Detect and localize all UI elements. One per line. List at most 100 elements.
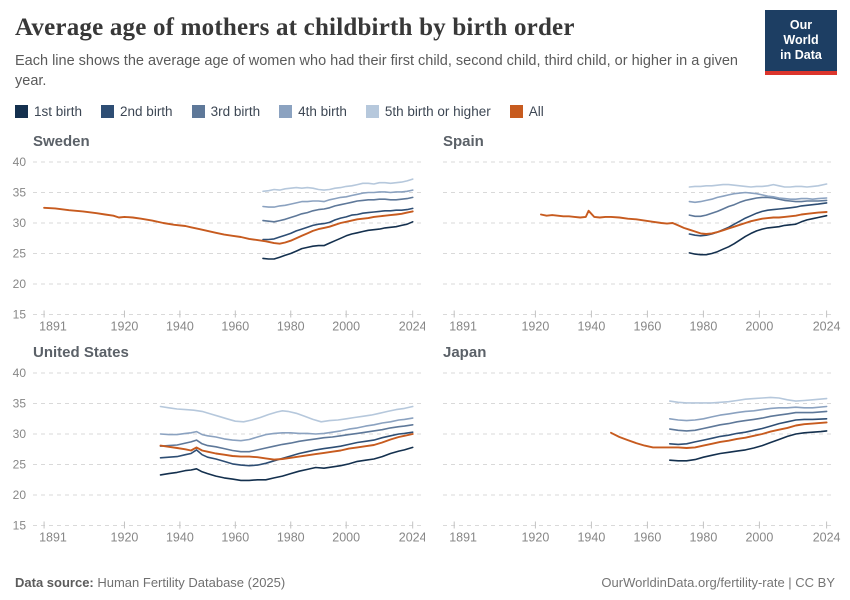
legend-swatch-3rd-birth bbox=[191, 105, 205, 118]
x-axis-label: 1940 bbox=[166, 320, 194, 334]
y-axis-label: 30 bbox=[13, 427, 27, 441]
chart-header: Average age of mothers at childbirth by … bbox=[0, 0, 850, 91]
x-axis-label: 1960 bbox=[633, 320, 661, 334]
x-axis-label: 1920 bbox=[521, 320, 549, 334]
series-line-all bbox=[610, 421, 828, 449]
legend-swatch-5th-birth-or-higher bbox=[365, 105, 379, 118]
credit-link[interactable]: OurWorldinData.org/fertility-rate | CC B… bbox=[601, 575, 835, 590]
x-axis-label: 1960 bbox=[633, 531, 661, 545]
gridlines: 40 35 30 25 20 15 bbox=[13, 155, 421, 322]
data-source-value: Human Fertility Database (2025) bbox=[93, 575, 286, 590]
y-axis-label: 40 bbox=[13, 155, 27, 169]
gridlines bbox=[443, 372, 835, 526]
y-axis-label: 25 bbox=[13, 458, 27, 472]
x-axis-label: 2024 bbox=[399, 320, 425, 334]
legend-item-1st-birth: 1st birth bbox=[15, 104, 82, 119]
series-line-all bbox=[43, 206, 414, 245]
series-line-1st-birth bbox=[688, 214, 828, 256]
legend-item-4th-birth: 4th birth bbox=[279, 104, 347, 119]
x-axis-label: 1891 bbox=[39, 320, 67, 334]
chart-panel-united-states: United States 40 35 30 25 20 15 1891 1920 1940 19… bbox=[0, 336, 425, 547]
data-source-label: Data source: bbox=[15, 575, 94, 590]
x-axis-label: 1980 bbox=[277, 320, 305, 334]
series-line-3rd-birth bbox=[688, 196, 828, 218]
y-axis-label: 15 bbox=[13, 519, 27, 533]
panel-title-united-states: United States bbox=[33, 344, 129, 361]
x-axis-label: 1960 bbox=[221, 320, 249, 334]
legend-swatch-2nd-birth bbox=[101, 105, 115, 118]
owid-logo-line1: Our World bbox=[783, 18, 819, 47]
legend: 1st birth 2nd birth 3rd birth 4th birth 5th … bbox=[15, 104, 835, 119]
chart-svg-united-states: 40 35 30 25 20 15 1891 1920 1940 1960 1980 2000 2024 bbox=[13, 366, 425, 545]
legend-item-3rd-birth: 3rd birth bbox=[191, 104, 261, 119]
x-axis: 1891 1920 1940 1960 1980 2000 2024 bbox=[39, 521, 425, 545]
series-line-1st-birth bbox=[262, 221, 414, 260]
chart-panel-sweden: Sweden 40 35 30 25 20 15 1891 1920 1940 1960 1980 2… bbox=[0, 125, 425, 336]
series-line-1st-birth bbox=[669, 430, 828, 462]
legend-swatch-1st-birth bbox=[15, 105, 28, 118]
y-axis-label: 30 bbox=[13, 216, 27, 230]
x-axis-label: 1891 bbox=[449, 531, 477, 545]
series-line-2nd-birth bbox=[669, 417, 828, 446]
chart-svg-japan: 1891 1920 1940 1960 1980 2000 2024 bbox=[443, 372, 841, 545]
series-line-4th-birth bbox=[159, 417, 414, 442]
x-axis-label: 1940 bbox=[577, 320, 605, 334]
y-axis-label: 40 bbox=[13, 366, 27, 380]
data-source: Data source: Human Fertility Database (2… bbox=[15, 575, 285, 590]
legend-label: 1st birth bbox=[34, 104, 83, 119]
series-line-5th-birth-or-higher bbox=[262, 178, 414, 193]
series-line-1st-birth bbox=[159, 446, 414, 482]
y-axis-label: 20 bbox=[13, 488, 27, 502]
chart-footer: Data source: Human Fertility Database (2… bbox=[0, 575, 850, 590]
legend-label: 4th birth bbox=[298, 104, 347, 119]
x-axis-label: 2000 bbox=[745, 531, 773, 545]
chart-subtitle: Each line shows the average age of women… bbox=[15, 53, 738, 89]
series-line-3rd-birth bbox=[262, 196, 414, 223]
x-axis: 1891 1920 1940 1960 1980 2000 2024 bbox=[449, 521, 841, 545]
gridlines: 40 35 30 25 20 15 bbox=[13, 366, 421, 533]
legend-item-5th-birth-or-higher: 5th birth or higher bbox=[365, 104, 491, 119]
x-axis-label: 1980 bbox=[689, 320, 717, 334]
legend-label: 3rd birth bbox=[210, 104, 261, 119]
chart-panel-spain: Spain 1891 1920 1940 1960 1980 2000 2024 bbox=[425, 125, 850, 336]
x-axis-label: 1920 bbox=[111, 320, 139, 334]
owid-logo[interactable]: Our World in Data bbox=[765, 10, 837, 75]
legend-label: 5th birth or higher bbox=[384, 104, 491, 119]
legend-swatch-all bbox=[509, 105, 523, 118]
x-axis-label: 1980 bbox=[689, 531, 717, 545]
legend-item-all: All bbox=[509, 104, 544, 119]
y-axis-label: 35 bbox=[13, 397, 27, 411]
series-line-4th-birth bbox=[669, 405, 828, 422]
chart-svg-spain: 1891 1920 1940 1960 1980 2000 2024 bbox=[443, 161, 841, 334]
panel-title-japan: Japan bbox=[443, 344, 487, 361]
x-axis-label: 2000 bbox=[332, 531, 360, 545]
panel-title-spain: Spain bbox=[443, 133, 484, 150]
y-axis-label: 25 bbox=[13, 247, 27, 261]
x-axis-label: 1891 bbox=[39, 531, 67, 545]
page-title: Average age of mothers at childbirth by … bbox=[15, 14, 575, 41]
panel-title-sweden: Sweden bbox=[33, 133, 90, 150]
gridlines bbox=[443, 161, 835, 315]
x-axis: 1891 1920 1940 1960 1980 2000 2024 bbox=[39, 310, 425, 334]
x-axis-label: 1920 bbox=[111, 531, 139, 545]
x-axis-label: 2024 bbox=[399, 531, 425, 545]
series-line-2nd-birth bbox=[262, 207, 414, 241]
y-axis-label: 20 bbox=[13, 277, 27, 291]
series-line-5th-birth-or-higher bbox=[669, 396, 828, 404]
charts-grid: Sweden 40 35 30 25 20 15 1891 1920 1940 1960 1980 2… bbox=[0, 125, 850, 547]
legend-item-2nd-birth: 2nd birth bbox=[101, 104, 173, 119]
x-axis-label: 1960 bbox=[221, 531, 249, 545]
x-axis-label: 1891 bbox=[449, 320, 477, 334]
series-line-5th-birth-or-higher bbox=[688, 183, 828, 188]
legend-label: All bbox=[528, 104, 544, 119]
series-line-3rd-birth bbox=[159, 423, 414, 453]
x-axis-label: 2000 bbox=[332, 320, 360, 334]
x-axis-label: 1980 bbox=[277, 531, 305, 545]
owid-logo-line2: in Data bbox=[780, 48, 822, 62]
y-axis-label: 15 bbox=[13, 308, 27, 322]
series-line-4th-birth bbox=[688, 191, 828, 204]
series-line-4th-birth bbox=[262, 189, 414, 208]
legend-label: 2nd birth bbox=[120, 104, 173, 119]
x-axis-label: 2000 bbox=[745, 320, 773, 334]
chart-svg-sweden: 40 35 30 25 20 15 1891 1920 1940 1960 1980 2000 2024 bbox=[13, 155, 425, 334]
